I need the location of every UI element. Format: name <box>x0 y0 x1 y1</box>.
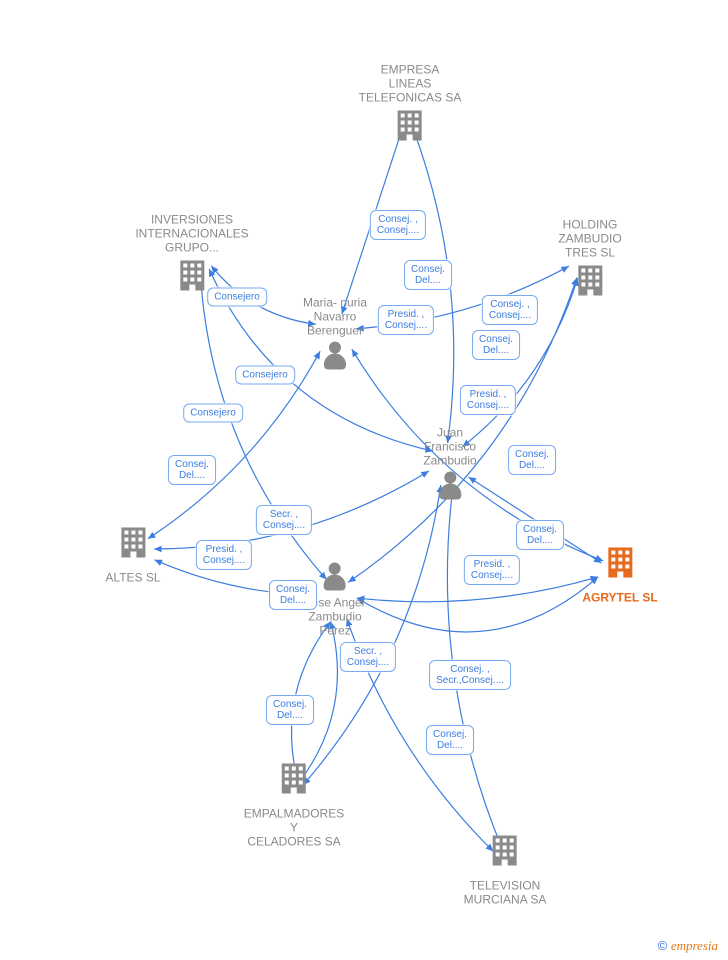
node-label: AGRYTEL SL <box>582 591 657 605</box>
edge-label: Consej. Del.... <box>472 330 520 360</box>
edge-label: Consej. Del.... <box>516 520 564 550</box>
company-node-empresa: EMPRESA LINEAS TELEFONICAS SA <box>359 63 462 148</box>
person-icon <box>322 340 348 370</box>
company-node-inversion: INVERSIONES INTERNACIONALES GRUPO... <box>135 213 248 298</box>
node-label: HOLDING ZAMBUDIO TRES SL <box>558 218 621 260</box>
edge-label: Consej. Del.... <box>508 445 556 475</box>
building-icon <box>395 109 425 143</box>
node-label: EMPRESA LINEAS TELEFONICAS SA <box>359 63 462 105</box>
edge-label: Consej. Del.... <box>404 260 452 290</box>
building-icon <box>490 834 520 868</box>
edge-label: Consej. , Consej.... <box>482 295 538 325</box>
edge-label: Presid. , Consej.... <box>378 305 434 335</box>
building-icon <box>575 264 605 298</box>
building-icon <box>177 259 207 293</box>
company-node-holding: HOLDING ZAMBUDIO TRES SL <box>558 218 621 303</box>
person-icon <box>322 561 348 591</box>
edge-label: Consejero <box>207 288 267 307</box>
edge-label: Consej. , Consej.... <box>370 210 426 240</box>
edge-label: Presid. , Consej.... <box>196 540 252 570</box>
edge-label: Consej. Del.... <box>426 725 474 755</box>
edge-label: Presid. , Consej.... <box>460 385 516 415</box>
credit-brand: empresia <box>671 938 718 953</box>
copyright-symbol: © <box>658 938 668 953</box>
node-label: Maria- nuria Navarro Berenguer <box>303 296 367 338</box>
node-label: INVERSIONES INTERNACIONALES GRUPO... <box>135 213 248 255</box>
person-node-maria: Maria- nuria Navarro Berenguer <box>303 296 367 375</box>
building-icon <box>118 526 148 560</box>
edge-label: Secr. , Consej.... <box>340 642 396 672</box>
edge-label: Consej. Del.... <box>168 455 216 485</box>
edge-label: Consejero <box>235 366 295 385</box>
edge-label: Secr. , Consej.... <box>256 505 312 535</box>
edge-label: Consej. Del.... <box>266 695 314 725</box>
edge-maria-agrytel <box>352 349 603 561</box>
node-label: ALTES SL <box>105 571 160 585</box>
person-node-juan: Juan Francisco Zambudio <box>423 426 476 505</box>
edge-label: Consejero <box>183 404 243 423</box>
building-icon <box>279 762 309 796</box>
building-icon <box>605 546 635 580</box>
person-icon <box>437 470 463 500</box>
edge-jose-agrytel <box>357 577 598 632</box>
node-label: Juan Francisco Zambudio <box>423 426 476 468</box>
node-label: EMPALMADORES Y CELADORES SA <box>244 807 344 849</box>
edge-label: Consej. Del.... <box>269 580 317 610</box>
company-node-tvm: TELEVISION MURCIANA SA <box>464 834 547 907</box>
edge-juan-empal <box>303 485 441 785</box>
node-label: TELEVISION MURCIANA SA <box>464 879 547 907</box>
company-node-empal: EMPALMADORES Y CELADORES SA <box>244 762 344 849</box>
company-node-altes: ALTES SL <box>105 526 160 585</box>
edge-label: Consej. , Secr.,Consej.... <box>429 660 511 690</box>
edge-label: Presid. , Consej.... <box>464 555 520 585</box>
credit-line: © empresia <box>658 938 718 954</box>
company-node-agrytel: AGRYTEL SL <box>582 546 657 605</box>
